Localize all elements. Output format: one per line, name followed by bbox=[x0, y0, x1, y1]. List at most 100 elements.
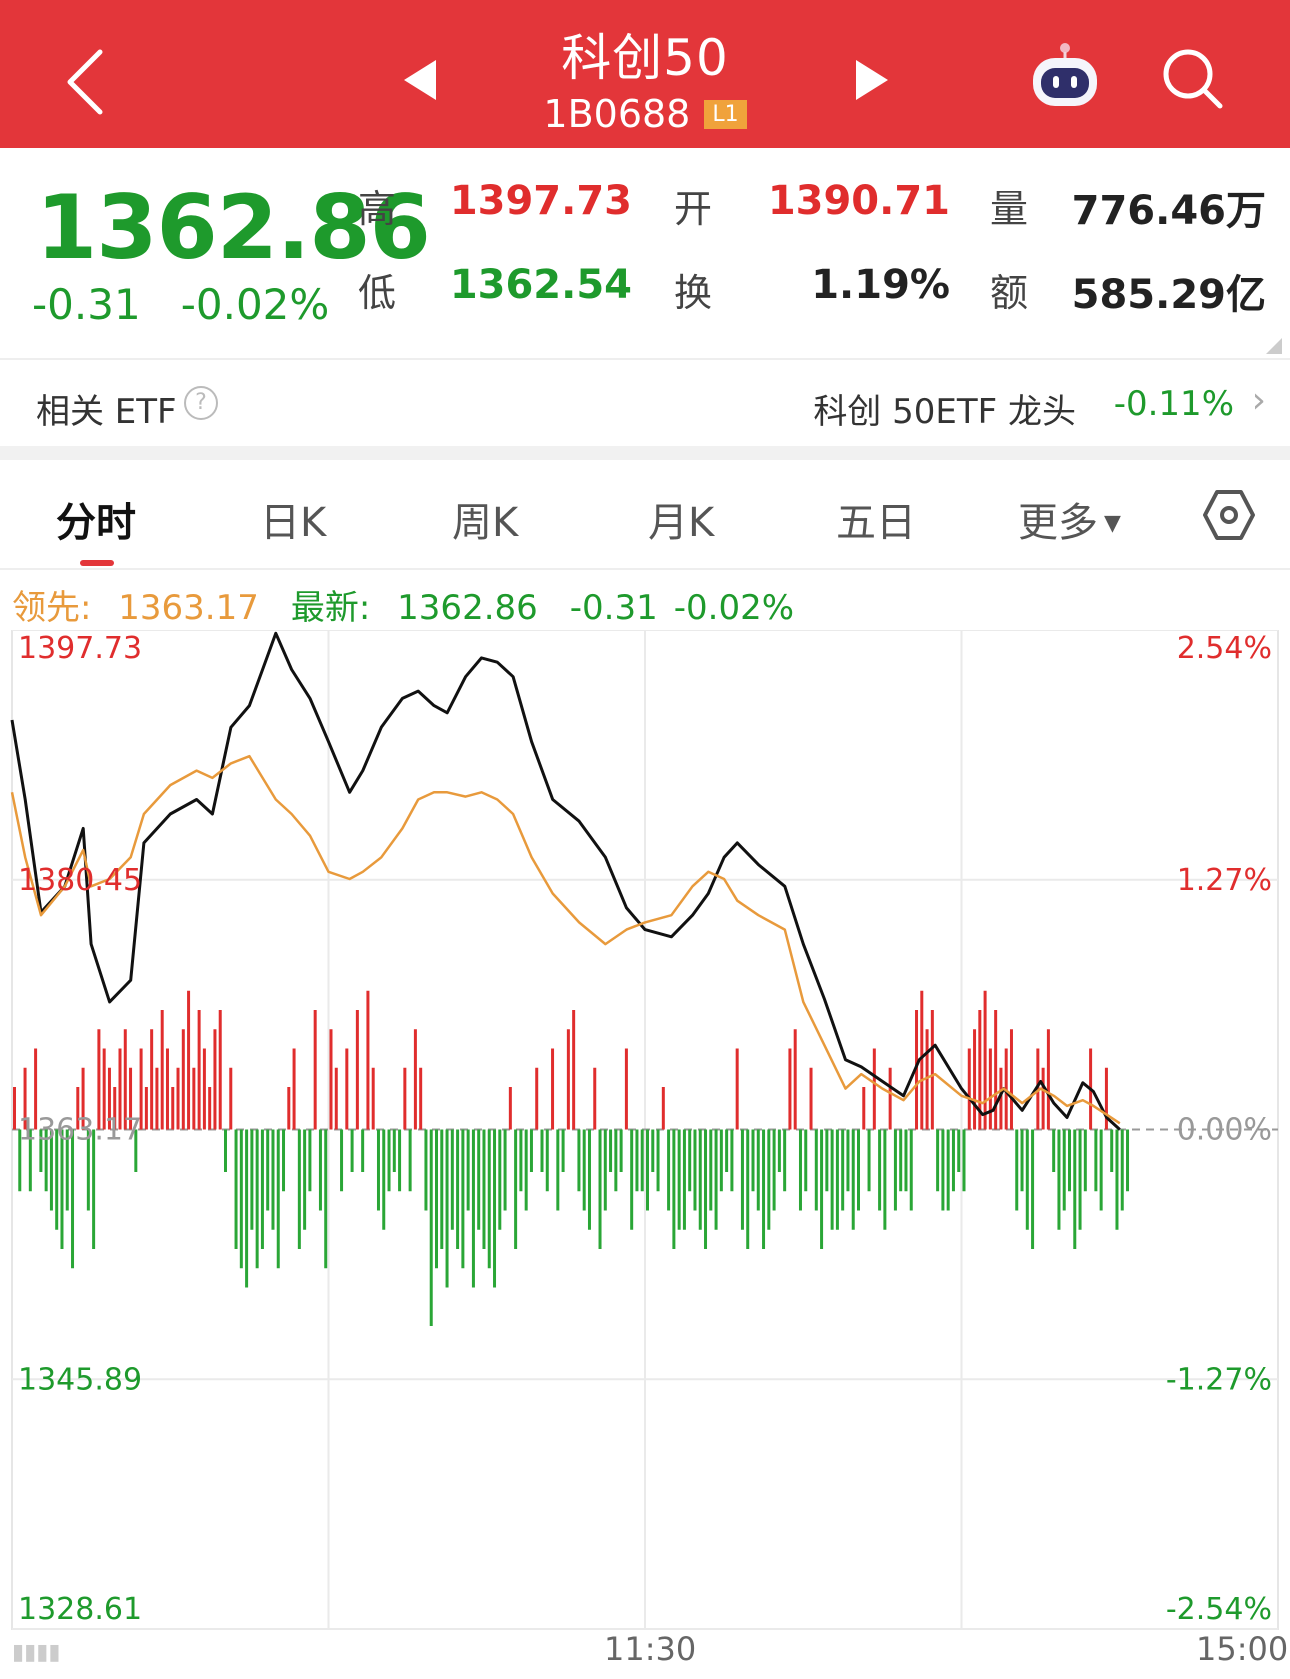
volume-bar-up bbox=[113, 1087, 117, 1130]
volume-bar-up bbox=[144, 1087, 148, 1130]
volume-bar-up bbox=[81, 1067, 85, 1130]
volume-bar-down bbox=[297, 1129, 301, 1249]
volume-bar-down bbox=[798, 1129, 802, 1211]
volume-bar-up bbox=[329, 1029, 333, 1130]
volume-bar-down bbox=[18, 1129, 22, 1192]
settings-icon[interactable] bbox=[1202, 488, 1256, 542]
change-value: -0.31 bbox=[32, 280, 141, 329]
volume-bar-up bbox=[788, 1048, 792, 1130]
volume-bar-up bbox=[76, 1087, 80, 1130]
volume-bar-down bbox=[266, 1129, 270, 1211]
y-axis-percent-label: -1.27% bbox=[1166, 1362, 1272, 1397]
next-stock-icon[interactable] bbox=[852, 58, 892, 102]
divider bbox=[0, 358, 1290, 360]
volume-bar-up bbox=[213, 1029, 217, 1130]
volume-bar-down bbox=[962, 1129, 966, 1192]
volume-bar-up bbox=[888, 1067, 892, 1130]
volume-bar-up bbox=[1009, 1029, 1013, 1130]
volume-bar-down bbox=[487, 1129, 491, 1269]
volume-bar-down bbox=[777, 1129, 781, 1172]
open-value: 1390.71 bbox=[767, 178, 950, 224]
related-etf-row[interactable]: 相关 ETF ? 科创 50ETF 龙头 -0.11% › bbox=[0, 360, 1290, 446]
volume-bar-down bbox=[587, 1129, 591, 1230]
volume-bar-down bbox=[1015, 1129, 1019, 1211]
volume-bar-up bbox=[988, 1048, 992, 1130]
volume-bar-down bbox=[324, 1129, 328, 1269]
volume-bar-down bbox=[1062, 1129, 1066, 1211]
x-tick-label: 11:30 bbox=[604, 1630, 697, 1668]
back-icon[interactable] bbox=[58, 42, 128, 122]
volume-bar-up bbox=[292, 1048, 296, 1130]
volume-bar-up bbox=[994, 1010, 998, 1130]
volume-bar-down bbox=[545, 1129, 549, 1192]
volume-bar-down bbox=[392, 1129, 396, 1172]
lead-line bbox=[10, 754, 1121, 1125]
volume-bar-down bbox=[725, 1129, 729, 1172]
volume-bar-up bbox=[793, 1029, 797, 1130]
volume-bar-up bbox=[413, 1029, 417, 1130]
volume-bar-down bbox=[835, 1129, 839, 1230]
volume-bar-up bbox=[661, 1087, 665, 1130]
search-icon[interactable] bbox=[1160, 46, 1226, 112]
tab-monthly-k[interactable]: 月K bbox=[648, 500, 715, 546]
volume-bar-down bbox=[651, 1129, 655, 1172]
prev-stock-icon[interactable] bbox=[400, 58, 440, 102]
volume-bar-down bbox=[704, 1129, 708, 1249]
etf-name[interactable]: 科创 50ETF 龙头 bbox=[813, 392, 1076, 432]
volume-bar-down bbox=[820, 1129, 824, 1249]
tab-more[interactable]: 更多 ▼ bbox=[1018, 490, 1121, 548]
robot-assistant-icon[interactable] bbox=[1025, 40, 1105, 112]
volume-bar-down bbox=[698, 1129, 702, 1230]
volume-bar-up bbox=[920, 990, 924, 1130]
change-percent: -0.02% bbox=[180, 280, 330, 329]
volume-bar-up bbox=[967, 1048, 971, 1130]
volume-bar-up bbox=[535, 1067, 539, 1130]
volume-bar-down bbox=[1115, 1129, 1119, 1230]
volume-bar-down bbox=[440, 1129, 444, 1249]
volume-bar-down bbox=[740, 1129, 744, 1230]
volume-bar-down bbox=[719, 1129, 723, 1192]
help-icon[interactable]: ? bbox=[184, 386, 218, 420]
high-label: 高 bbox=[358, 187, 397, 231]
tab-daily-k[interactable]: 日K bbox=[260, 500, 327, 546]
volume-bar-down bbox=[350, 1129, 354, 1172]
lead-label: 领先: bbox=[12, 588, 92, 628]
volume-bar-up bbox=[809, 1067, 813, 1130]
volume-bar-up bbox=[287, 1087, 291, 1130]
lead-value: 1363.17 bbox=[118, 588, 259, 628]
volume-bar-down bbox=[376, 1129, 380, 1211]
volume-bar-up bbox=[572, 1010, 576, 1130]
stock-title: 科创50 bbox=[561, 29, 729, 87]
y-axis-price-label: 1397.73 bbox=[18, 631, 142, 666]
y-axis-percent-label: -2.54% bbox=[1166, 1592, 1272, 1627]
expand-corner-icon[interactable] bbox=[1266, 338, 1282, 354]
volume-bar-up bbox=[171, 1087, 175, 1130]
volume-bar-down bbox=[883, 1129, 887, 1230]
volume-bar-down bbox=[936, 1129, 940, 1192]
volume-bar-down bbox=[60, 1129, 64, 1249]
volume-bar-down bbox=[49, 1129, 53, 1211]
volume-bar-up bbox=[160, 1010, 164, 1130]
volume-bar-down bbox=[951, 1129, 955, 1192]
tab-intraday[interactable]: 分时 bbox=[56, 500, 136, 546]
tab-five-day[interactable]: 五日 bbox=[836, 500, 916, 546]
volume-bar-up bbox=[334, 1067, 338, 1130]
volume-bar-down bbox=[730, 1129, 734, 1192]
volume-bar-down bbox=[456, 1129, 460, 1249]
volume-bar-down bbox=[503, 1129, 507, 1211]
volume-bar-up bbox=[13, 1087, 16, 1130]
volume-bar-down bbox=[1099, 1129, 1103, 1211]
volume-bar-down bbox=[677, 1129, 681, 1230]
volume-bar-down bbox=[255, 1129, 259, 1269]
volume-bar-up bbox=[150, 1029, 154, 1130]
intraday-chart[interactable]: 1397.73 2.54% 1380.45 1.27% 1363.17 0.00% 1345… bbox=[0, 630, 1290, 1630]
tab-weekly-k[interactable]: 周K bbox=[452, 500, 519, 546]
volume-bar-down bbox=[751, 1129, 755, 1192]
info-change-pct: -0.02% bbox=[673, 588, 795, 628]
chevron-right-icon[interactable]: › bbox=[1251, 380, 1266, 421]
volume-bar-down bbox=[688, 1129, 692, 1192]
volume-bar-up bbox=[129, 1067, 133, 1130]
volume-bar-up bbox=[403, 1067, 407, 1130]
volume-bar-down bbox=[86, 1129, 90, 1211]
volume-bar-up bbox=[187, 990, 191, 1130]
